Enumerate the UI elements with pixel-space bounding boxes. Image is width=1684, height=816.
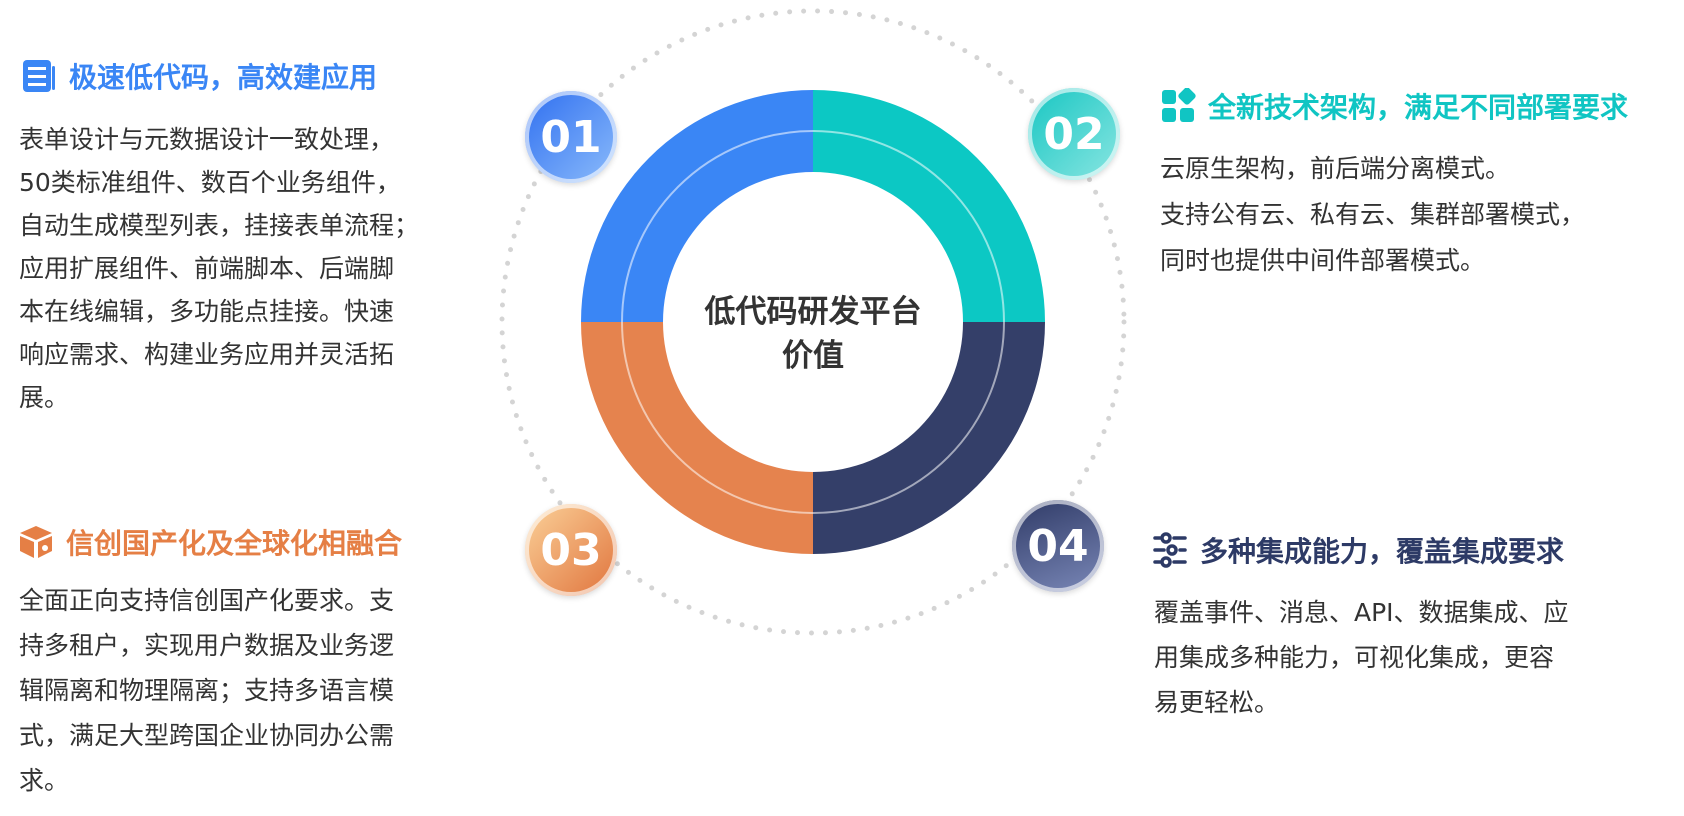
section-4-title-text: 多种集成能力，覆盖集成要求 xyxy=(1200,535,1565,568)
inner-ring xyxy=(621,130,1005,514)
section-1-title: 极速低代码，高效建应用 xyxy=(21,56,377,96)
body-line: 云原生架构，前后端分离模式。 xyxy=(1160,154,1511,183)
section-3-body: 全面正向支持信创国产化要求。支 持多租户，实现用户数据及业务逻 辑隔离和物理隔离… xyxy=(19,578,394,803)
section-1-title-text: 极速低代码，高效建应用 xyxy=(69,61,378,94)
badge-03: 03 xyxy=(525,504,617,596)
body-line: 辑隔离和物理隔离；支持多语言模 xyxy=(19,676,395,705)
body-line: 覆盖事件、消息、API、数据集成、应 xyxy=(1154,598,1569,627)
section-3-title-text: 信创国产化及全球化相融合 xyxy=(66,527,403,560)
section-1-body: 表单设计与元数据设计一致处理， 50类标准组件、数百个业务组件， 自动生成模型列… xyxy=(19,118,419,419)
body-line: 本在线编辑，多功能点挂接。快速 xyxy=(19,297,395,326)
badge-02: 02 xyxy=(1028,88,1120,180)
sliders-icon xyxy=(1153,532,1187,568)
body-line: 应用扩展组件、前端脚本、后端脚 xyxy=(19,254,395,283)
section-2-title-text: 全新技术架构，满足不同部署要求 xyxy=(1208,91,1629,124)
segment-blue xyxy=(581,90,813,322)
section-2-body: 云原生架构，前后端分离模式。 支持公有云、私有云、集群部署模式， 同时也提供中间… xyxy=(1160,146,1585,284)
section-4-title: 多种集成能力，覆盖集成要求 xyxy=(1152,530,1564,570)
body-line: 展。 xyxy=(19,383,70,412)
body-line: 持多租户，实现用户数据及业务逻 xyxy=(19,631,395,660)
form-list-icon xyxy=(23,60,55,92)
badge-04: 04 xyxy=(1012,500,1104,592)
body-line: 表单设计与元数据设计一致处理， xyxy=(19,125,395,154)
body-line: 同时也提供中间件部署模式。 xyxy=(1160,246,1486,275)
body-line: 50类标准组件、数百个业务组件， xyxy=(19,168,401,197)
dotted-orbit xyxy=(499,8,1127,636)
body-line: 自动生成模型列表，挂接表单流程； xyxy=(19,211,420,240)
center-label: 低代码研发平台 价值 xyxy=(663,290,963,378)
box-package-icon xyxy=(20,526,52,558)
section-3-title: 信创国产化及全球化相融合 xyxy=(18,522,402,562)
body-line: 响应需求、构建业务应用并灵活拓 xyxy=(19,340,395,369)
body-line: 全面正向支持信创国产化要求。支 xyxy=(19,586,395,615)
center-label-line1: 低代码研发平台 xyxy=(704,294,922,330)
grid-blocks-icon xyxy=(1162,88,1196,122)
body-line: 支持公有云、私有云、集群部署模式， xyxy=(1160,200,1586,229)
segment-orange xyxy=(581,322,813,554)
segment-teal xyxy=(813,90,1045,322)
section-2-title: 全新技术架构，满足不同部署要求 xyxy=(1160,86,1628,126)
body-line: 式，满足大型跨国企业协同办公需 xyxy=(19,721,395,750)
body-line: 求。 xyxy=(19,766,70,795)
section-4-body: 覆盖事件、消息、API、数据集成、应 用集成多种能力，可视化集成，更容 易更轻松… xyxy=(1154,590,1569,725)
center-label-line2: 价值 xyxy=(782,338,844,374)
segment-navy xyxy=(813,322,1045,554)
badge-01: 01 xyxy=(525,91,617,183)
body-line: 易更轻松。 xyxy=(1154,688,1280,717)
body-line: 用集成多种能力，可视化集成，更容 xyxy=(1154,643,1555,672)
